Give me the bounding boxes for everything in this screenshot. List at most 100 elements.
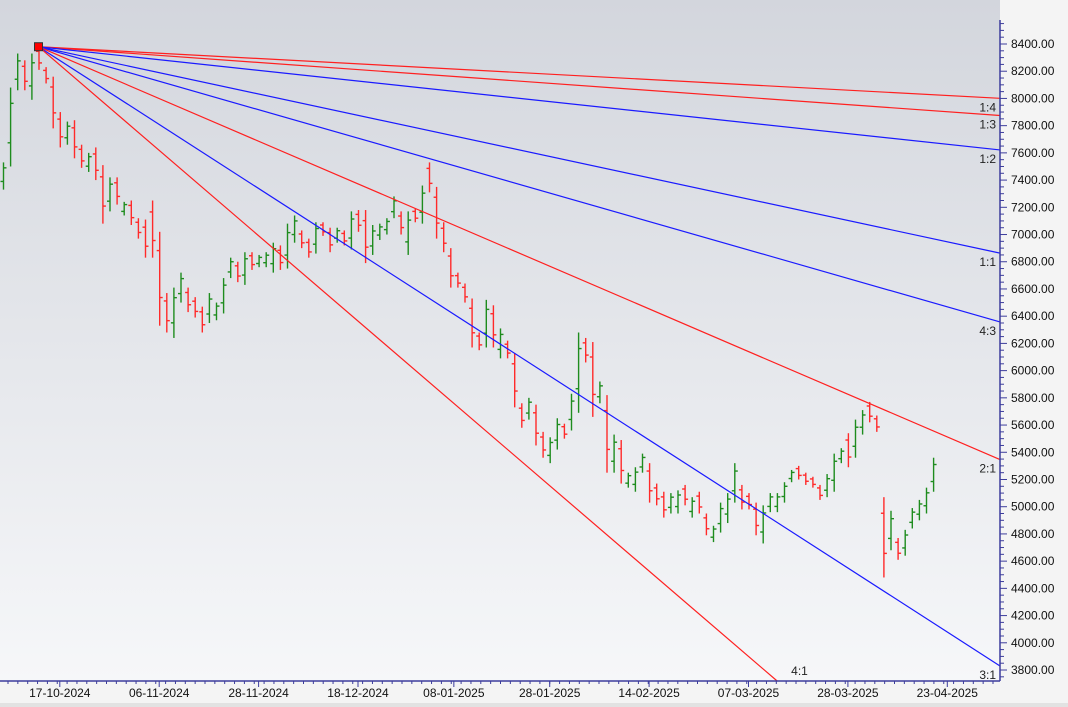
price-bar: [43, 67, 50, 84]
x-tick-label: 28-03-2025: [817, 686, 879, 700]
price-bar: [305, 238, 312, 258]
price-bar: [156, 231, 163, 326]
price-bar: [611, 434, 618, 473]
fan-anchor-handle[interactable]: [34, 42, 43, 52]
price-bar: [880, 497, 887, 578]
fan-label: 3:1: [979, 668, 996, 682]
price-bar: [355, 210, 362, 232]
price-bar: [178, 272, 184, 303]
price-bar: [625, 472, 632, 488]
price-bar: [149, 200, 156, 258]
fan-line-1-4: [38, 46, 1001, 99]
price-bar: [525, 397, 532, 420]
price-bar: [462, 283, 468, 303]
price-bar: [7, 87, 14, 167]
price-bar: [902, 529, 909, 556]
x-tick-label: 23-04-2025: [917, 686, 979, 700]
y-tick-label: 7600.00: [1011, 146, 1055, 160]
price-bar: [163, 293, 170, 333]
price-bar: [107, 177, 113, 212]
price-bar: [561, 423, 568, 439]
price-bar: [731, 463, 738, 503]
price-bar: [675, 490, 681, 514]
price-bar: [426, 162, 433, 193]
y-tick-label: 5200.00: [1011, 472, 1055, 486]
price-bar: [767, 493, 774, 513]
price-bar: [838, 448, 845, 464]
x-tick-label: 17-10-2024: [29, 686, 91, 700]
y-tick-label: 7000.00: [1011, 228, 1055, 242]
x-tick-label: 28-01-2025: [519, 686, 581, 700]
x-tick-label: 14-02-2025: [618, 686, 680, 700]
price-bar: [717, 502, 724, 533]
price-bar: [213, 302, 220, 321]
x-tick-label: 07-03-2025: [718, 686, 780, 700]
price-bar: [660, 491, 667, 518]
price-bar: [185, 287, 192, 313]
axes: 3800.00 4000.00 4200.00 4400.00 4600.00 4800.…: [0, 20, 1055, 700]
price-bar: [220, 278, 227, 314]
fan-label: 1:3: [979, 118, 996, 132]
price-bar: [710, 525, 717, 543]
price-bar: [476, 332, 483, 351]
price-bar: [433, 186, 440, 239]
price-bar: [383, 218, 390, 235]
status-strip: [0, 703, 1068, 707]
price-bar: [412, 208, 419, 223]
price-bar: [859, 410, 866, 435]
price-bar: [923, 487, 930, 514]
price-bar: [376, 223, 383, 240]
price-bar: [85, 152, 92, 172]
price-bar: [256, 254, 263, 268]
price-bar: [440, 222, 447, 253]
price-bar: [50, 76, 57, 129]
gann-fan[interactable]: 1:4 1:3 1:2 1:1 4:3 2:1 3:1 4:1: [34, 42, 1001, 682]
price-bar: [724, 493, 731, 524]
price-bar: [234, 261, 241, 283]
y-tick-label: 4800.00: [1011, 527, 1055, 541]
price-bar: [774, 493, 781, 513]
x-tick-label: 06-11-2024: [129, 686, 190, 700]
price-bar: [540, 431, 547, 458]
y-tick-label: 6000.00: [1011, 364, 1055, 378]
y-tick-label: 8400.00: [1011, 37, 1055, 51]
price-bar: [930, 457, 937, 492]
price-bar: [618, 440, 625, 484]
price-bar: [28, 53, 35, 100]
price-bar: [518, 403, 525, 428]
fan-label: 1:2: [979, 152, 996, 166]
y-tick-label: 7400.00: [1011, 173, 1055, 187]
price-bar: [895, 538, 902, 560]
price-bar: [824, 474, 831, 498]
price-bar: [653, 483, 660, 506]
price-bar: [312, 222, 319, 254]
price-bar: [760, 505, 767, 544]
price-bar: [497, 328, 504, 359]
price-bar: [781, 482, 788, 503]
price-bar: [362, 210, 369, 264]
y-tick-label: 6600.00: [1011, 282, 1055, 296]
price-bar: [554, 418, 561, 450]
price-bar: [738, 484, 745, 510]
price-bar: [114, 177, 121, 205]
price-bar: [511, 352, 518, 408]
y-tick-label: 4200.00: [1011, 609, 1055, 623]
price-bar: [92, 147, 99, 181]
y-tick-label: 8200.00: [1011, 64, 1055, 78]
price-bar: [909, 508, 916, 529]
price-bar: [71, 120, 78, 159]
price-bar: [447, 248, 454, 288]
price-bar: [454, 272, 461, 288]
price-bar: [639, 453, 646, 473]
fan-line-1-2: [38, 46, 1001, 151]
y-tick-label: 8000.00: [1011, 91, 1055, 105]
price-bar: [490, 305, 497, 348]
price-bar: [888, 510, 894, 551]
price-bar: [142, 219, 149, 258]
fan-line-1-1: [38, 46, 1001, 254]
price-bar: [809, 476, 816, 488]
price-bar: [405, 211, 412, 255]
price-bar: [121, 201, 128, 216]
price-bar: [419, 185, 426, 224]
